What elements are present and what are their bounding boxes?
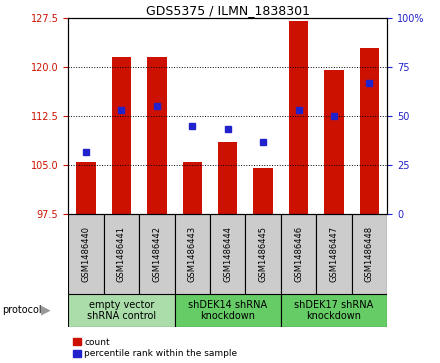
Title: GDS5375 / ILMN_1838301: GDS5375 / ILMN_1838301	[146, 4, 310, 17]
Bar	[183, 162, 202, 214]
Text: GSM1486447: GSM1486447	[330, 226, 338, 282]
Bar	[112, 57, 131, 214]
Text: GSM1486440: GSM1486440	[81, 226, 91, 282]
Bar	[175, 294, 281, 327]
Text: GSM1486448: GSM1486448	[365, 226, 374, 282]
Text: GSM1486443: GSM1486443	[188, 226, 197, 282]
Bar	[246, 214, 281, 294]
Text: GSM1486446: GSM1486446	[294, 226, 303, 282]
Legend: count, percentile rank within the sample: count, percentile rank within the sample	[73, 338, 238, 359]
Bar	[289, 21, 308, 214]
Text: GSM1486444: GSM1486444	[223, 226, 232, 282]
Bar	[360, 48, 379, 214]
Bar	[68, 294, 175, 327]
Text: shDEK14 shRNA
knockdown: shDEK14 shRNA knockdown	[188, 299, 267, 321]
Text: shDEK17 shRNA
knockdown: shDEK17 shRNA knockdown	[294, 299, 374, 321]
Text: GSM1486445: GSM1486445	[259, 226, 268, 282]
Bar	[147, 57, 167, 214]
Bar	[210, 214, 246, 294]
Text: GSM1486441: GSM1486441	[117, 226, 126, 282]
Bar	[316, 214, 352, 294]
Bar	[76, 162, 95, 214]
Bar	[281, 214, 316, 294]
Bar	[281, 294, 387, 327]
Text: empty vector
shRNA control: empty vector shRNA control	[87, 299, 156, 321]
Bar	[352, 214, 387, 294]
Bar	[104, 214, 139, 294]
Bar	[324, 70, 344, 214]
Text: ▶: ▶	[40, 304, 50, 317]
Text: GSM1486442: GSM1486442	[152, 226, 161, 282]
Bar	[175, 214, 210, 294]
Text: protocol: protocol	[2, 305, 42, 315]
Bar	[68, 214, 104, 294]
Bar	[218, 142, 238, 214]
Bar	[253, 168, 273, 214]
Bar	[139, 214, 175, 294]
